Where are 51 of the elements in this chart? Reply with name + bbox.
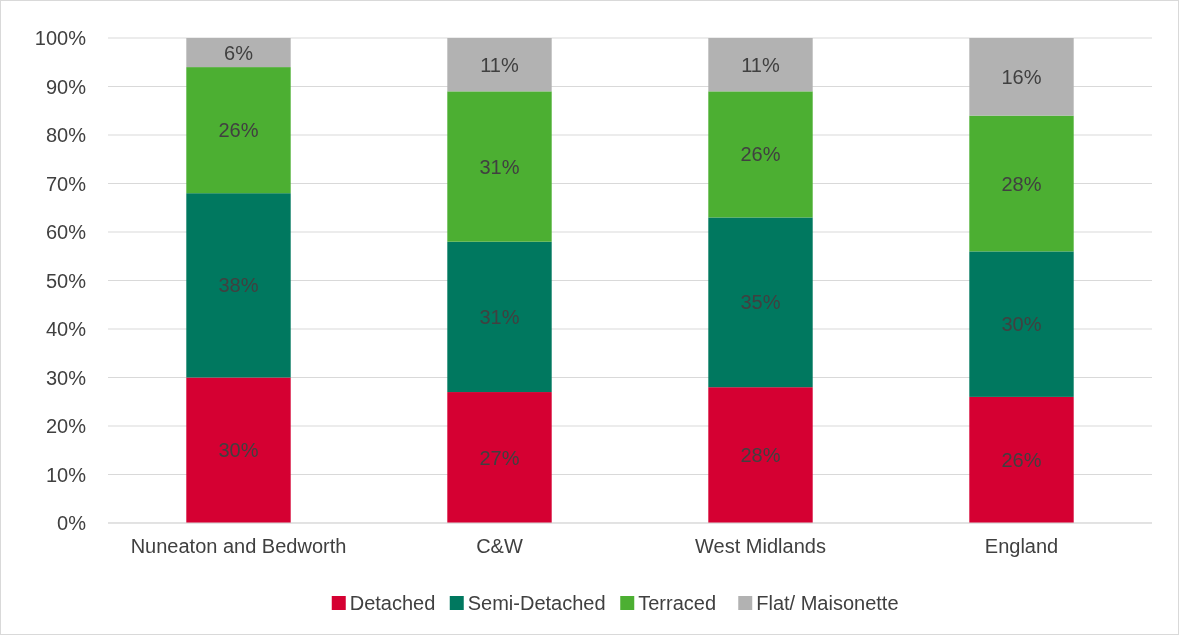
data-label: 6% xyxy=(224,41,254,64)
y-tick-label: 100% xyxy=(34,27,87,49)
y-tick-label: 90% xyxy=(45,75,87,98)
bar xyxy=(447,241,552,393)
x-tick-label: England xyxy=(984,535,1059,557)
data-label: 28% xyxy=(740,444,781,467)
data-label: 26% xyxy=(1001,448,1042,471)
data-label: 11% xyxy=(741,53,780,76)
bar xyxy=(708,217,813,388)
data-label: 27% xyxy=(479,446,520,469)
bar xyxy=(186,38,291,68)
bar xyxy=(969,115,1074,252)
data-label: 28% xyxy=(1001,172,1042,195)
legend-label: Terraced xyxy=(638,592,717,614)
data-label: 30% xyxy=(1001,313,1042,336)
bar xyxy=(447,392,552,523)
bar xyxy=(186,377,291,523)
bar xyxy=(186,67,291,194)
data-label: 31% xyxy=(479,305,520,328)
bar xyxy=(969,251,1074,397)
bar xyxy=(447,38,552,92)
y-tick-label: 70% xyxy=(45,172,87,195)
data-label: 26% xyxy=(740,143,781,166)
bar xyxy=(969,396,1074,523)
y-tick-label: 40% xyxy=(45,318,87,340)
bar xyxy=(186,193,291,378)
y-tick-label: 0% xyxy=(57,512,87,534)
y-tick-label: 80% xyxy=(45,124,87,146)
bar xyxy=(708,387,813,523)
bar xyxy=(447,91,552,242)
y-tick-label: 30% xyxy=(45,366,87,389)
data-label: 31% xyxy=(479,155,520,178)
x-tick-label: C&W xyxy=(476,535,523,557)
bar xyxy=(708,38,813,92)
data-label: 30% xyxy=(218,439,259,462)
legend-label: Detached xyxy=(349,592,436,614)
y-tick-label: 50% xyxy=(45,269,87,292)
data-label: 35% xyxy=(740,291,781,314)
y-tick-label: 20% xyxy=(45,415,87,437)
data-label: 16% xyxy=(1001,65,1042,88)
x-tick-label: West Midlands xyxy=(695,535,826,557)
bar xyxy=(969,38,1074,116)
legend-label: Flat/ Maisonette xyxy=(756,592,899,614)
bar xyxy=(708,91,813,218)
data-label: 38% xyxy=(218,274,259,297)
y-tick-label: 60% xyxy=(45,221,87,243)
y-tick-label: 10% xyxy=(45,463,87,486)
data-label: 26% xyxy=(218,119,259,142)
legend-label: Semi-Detached xyxy=(467,592,606,614)
x-tick-label: Nuneaton and Bedworth xyxy=(130,535,347,557)
data-label: 11% xyxy=(480,53,519,76)
